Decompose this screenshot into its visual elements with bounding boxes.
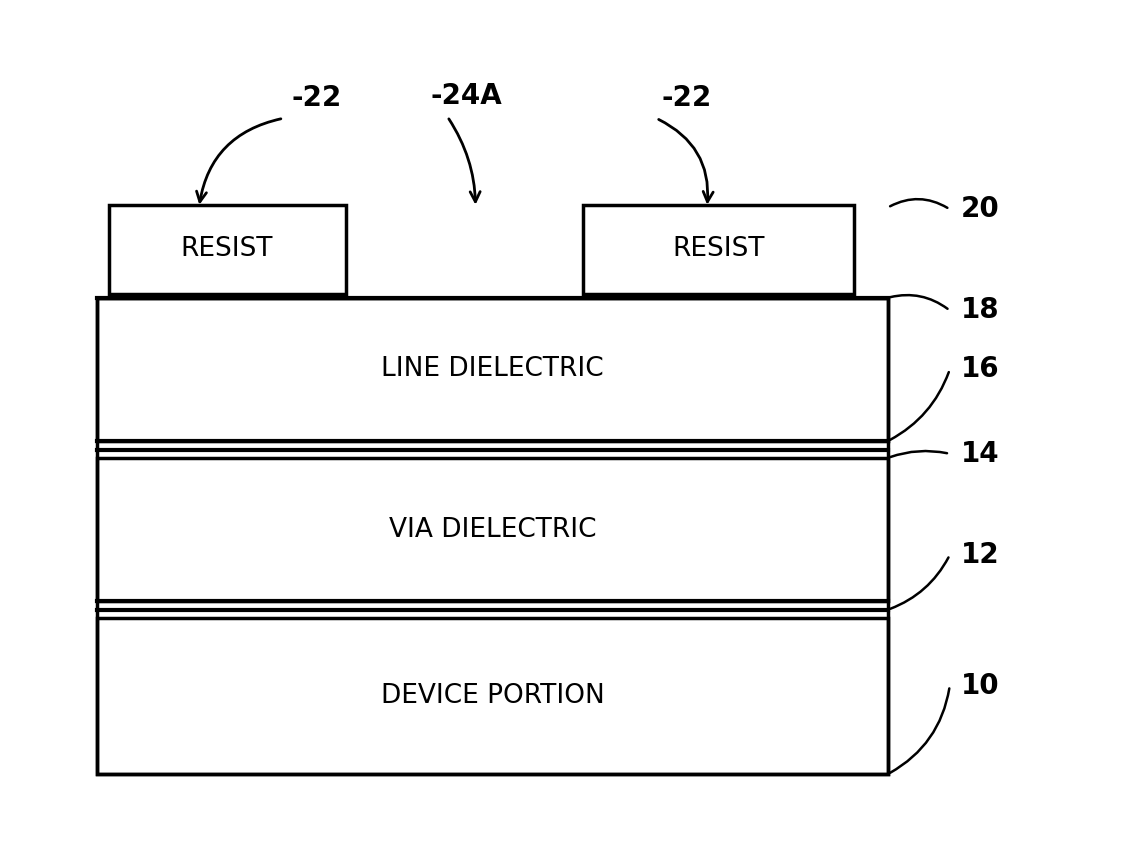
Text: 14: 14 — [961, 440, 1000, 468]
Text: DEVICE PORTION: DEVICE PORTION — [381, 683, 605, 710]
Text: -22: -22 — [291, 84, 342, 112]
Text: 10: 10 — [961, 672, 1000, 699]
Text: 18: 18 — [961, 297, 1000, 325]
Text: 12: 12 — [961, 541, 1000, 569]
Text: VIA DIELECTRIC: VIA DIELECTRIC — [389, 517, 597, 542]
Bar — [109, 205, 345, 294]
Text: -22: -22 — [662, 84, 712, 112]
Text: 16: 16 — [961, 356, 1000, 383]
Bar — [583, 205, 854, 294]
Text: LINE DIELECTRIC: LINE DIELECTRIC — [381, 357, 604, 382]
Bar — [97, 618, 888, 774]
Bar — [97, 298, 888, 441]
Bar — [97, 298, 888, 774]
Text: 20: 20 — [961, 195, 1000, 224]
Text: RESIST: RESIST — [181, 237, 273, 262]
Text: -24A: -24A — [431, 81, 502, 110]
Bar — [97, 458, 888, 602]
Text: RESIST: RESIST — [672, 237, 765, 262]
